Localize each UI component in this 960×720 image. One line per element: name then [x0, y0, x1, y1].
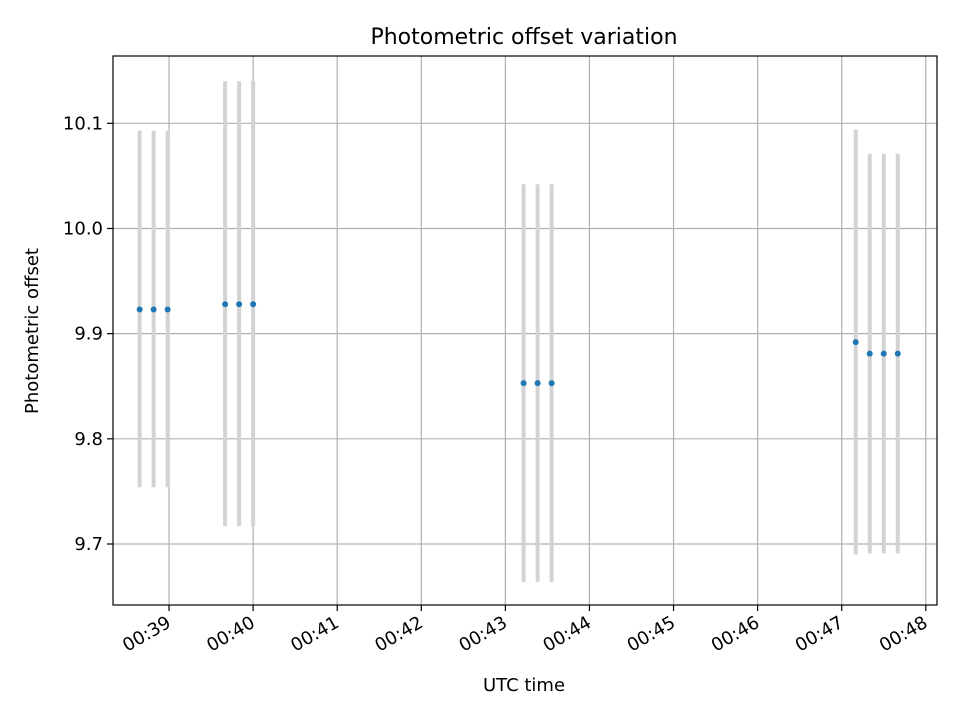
data-point	[250, 301, 257, 308]
y-tick-label: 9.9	[74, 324, 103, 345]
data-point	[222, 301, 229, 308]
x-tick-label: 00:40	[203, 612, 258, 656]
x-tick-label: 00:43	[455, 612, 510, 656]
data-point	[894, 350, 901, 357]
error-bars	[137, 81, 900, 582]
data-point	[236, 301, 243, 308]
x-tick-label: 00:47	[792, 612, 847, 656]
data-point	[520, 380, 527, 387]
y-tick-label: 10.1	[63, 113, 103, 134]
x-tick-label: 00:45	[624, 612, 679, 656]
x-tick-label: 00:39	[119, 612, 174, 656]
y-axis-label: Photometric offset	[22, 248, 43, 414]
y-tick-label: 10.0	[63, 218, 103, 239]
x-tick-label: 00:42	[371, 612, 426, 656]
x-tick-label: 00:44	[540, 612, 595, 656]
data-point	[136, 306, 143, 313]
x-tick-label: 00:48	[876, 612, 931, 656]
x-tick-label: 00:41	[287, 612, 342, 656]
y-tick-label: 9.8	[74, 429, 103, 450]
data-point	[534, 380, 541, 387]
plot-area-frame	[112, 55, 938, 606]
data-point	[880, 350, 887, 357]
data-points	[136, 301, 901, 387]
data-point	[852, 339, 859, 346]
data-point	[164, 306, 171, 313]
x-tick-label: 00:46	[708, 612, 763, 656]
x-axis-ticks: 00:39 00:40 00:41 00:42 00:43 00:44 00:45 00:46…	[119, 605, 931, 656]
data-point	[866, 350, 873, 357]
x-axis-label: UTC time	[483, 675, 565, 696]
y-axis-ticks: 9.7 9.8 9.9 10.0 10.1	[63, 113, 113, 555]
data-point	[548, 380, 555, 387]
data-point	[150, 306, 157, 313]
chart-title: Photometric offset variation	[370, 25, 677, 50]
y-tick-label: 9.7	[74, 534, 103, 555]
